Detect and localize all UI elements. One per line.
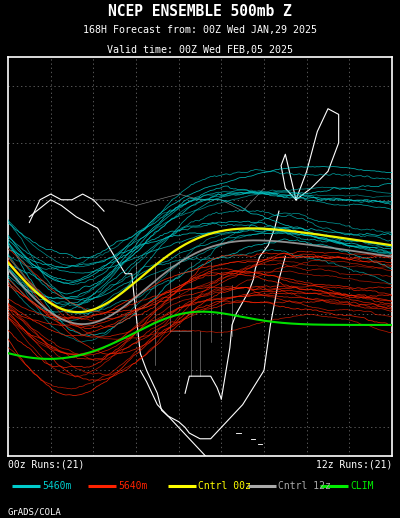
Text: 5460m: 5460m	[42, 481, 71, 491]
Text: Cntrl 00z: Cntrl 00z	[198, 481, 251, 491]
Text: GrADS/COLA: GrADS/COLA	[8, 507, 62, 516]
Text: NCEP ENSEMBLE 500mb Z: NCEP ENSEMBLE 500mb Z	[108, 4, 292, 19]
Text: CLIM: CLIM	[350, 481, 374, 491]
Text: Cntrl 12z: Cntrl 12z	[278, 481, 331, 491]
Text: 168H Forecast from: 00Z Wed JAN,29 2025: 168H Forecast from: 00Z Wed JAN,29 2025	[83, 25, 317, 35]
Text: 5640m: 5640m	[118, 481, 147, 491]
Text: 12z Runs:(21): 12z Runs:(21)	[316, 459, 392, 469]
Text: 00z Runs:(21): 00z Runs:(21)	[8, 459, 84, 469]
Text: Valid time: 00Z Wed FEB,05 2025: Valid time: 00Z Wed FEB,05 2025	[107, 45, 293, 55]
